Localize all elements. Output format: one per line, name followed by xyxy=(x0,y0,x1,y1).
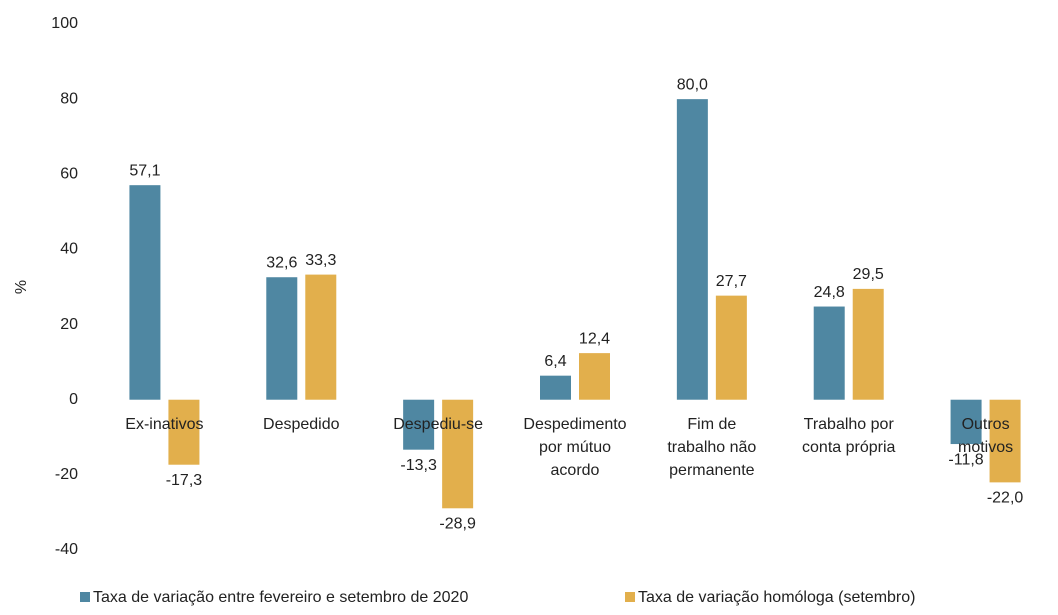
y-tick-label: 60 xyxy=(60,166,78,183)
bar xyxy=(442,399,474,509)
legend-label: Taxa de variação entre fevereiro e setem… xyxy=(93,589,468,606)
y-tick-label: 80 xyxy=(60,90,78,107)
value-label: 80,0 xyxy=(677,76,708,93)
bar xyxy=(168,399,200,465)
value-label: 33,3 xyxy=(305,252,336,269)
value-label: 57,1 xyxy=(129,162,160,179)
bar xyxy=(715,295,747,400)
bar xyxy=(540,375,571,400)
value-label: 29,5 xyxy=(853,266,884,283)
x-tick-label: Ex-inativos xyxy=(125,416,203,433)
bar xyxy=(989,399,1021,483)
value-label: -13,3 xyxy=(400,457,437,474)
bar xyxy=(305,274,337,400)
y-tick-label: 20 xyxy=(60,316,78,333)
bar xyxy=(403,399,435,450)
value-label: -11,8 xyxy=(948,451,983,468)
x-tick-label: Despediu-se xyxy=(393,416,483,433)
value-label: -17,3 xyxy=(166,472,203,489)
bar xyxy=(813,306,845,400)
y-tick-label: 40 xyxy=(60,241,78,258)
legend-label: Taxa de variação homóloga (setembro) xyxy=(638,589,915,606)
x-tick-label: Trabalho por conta própria xyxy=(802,416,895,456)
bar xyxy=(852,288,884,400)
y-axis-label: % xyxy=(13,280,30,294)
legend-marker xyxy=(625,592,635,602)
x-tick-label: Fim de trabalho não permanente xyxy=(667,416,756,479)
y-tick-label: 100 xyxy=(51,15,78,32)
x-tick-label: Outros motivos xyxy=(958,416,1013,456)
value-label: 12,4 xyxy=(579,330,610,347)
bar xyxy=(676,99,708,400)
x-tick-label: Despedimento por mútuo acordo xyxy=(523,416,626,479)
bar xyxy=(950,399,982,445)
value-label: -22,0 xyxy=(987,490,1024,507)
y-tick-label: -20 xyxy=(55,466,78,483)
value-label: 27,7 xyxy=(716,273,747,290)
legend-marker xyxy=(80,592,90,602)
x-tick-label: Despedido xyxy=(263,416,340,433)
value-label: -28,9 xyxy=(439,516,476,533)
y-tick-label: -40 xyxy=(55,541,78,558)
bar xyxy=(266,277,298,400)
bar xyxy=(129,185,161,400)
bar xyxy=(579,353,610,400)
value-label: 6,4 xyxy=(544,353,566,370)
value-label: 32,6 xyxy=(266,254,297,271)
value-label: 24,8 xyxy=(814,284,845,301)
y-tick-label: 0 xyxy=(69,391,78,408)
